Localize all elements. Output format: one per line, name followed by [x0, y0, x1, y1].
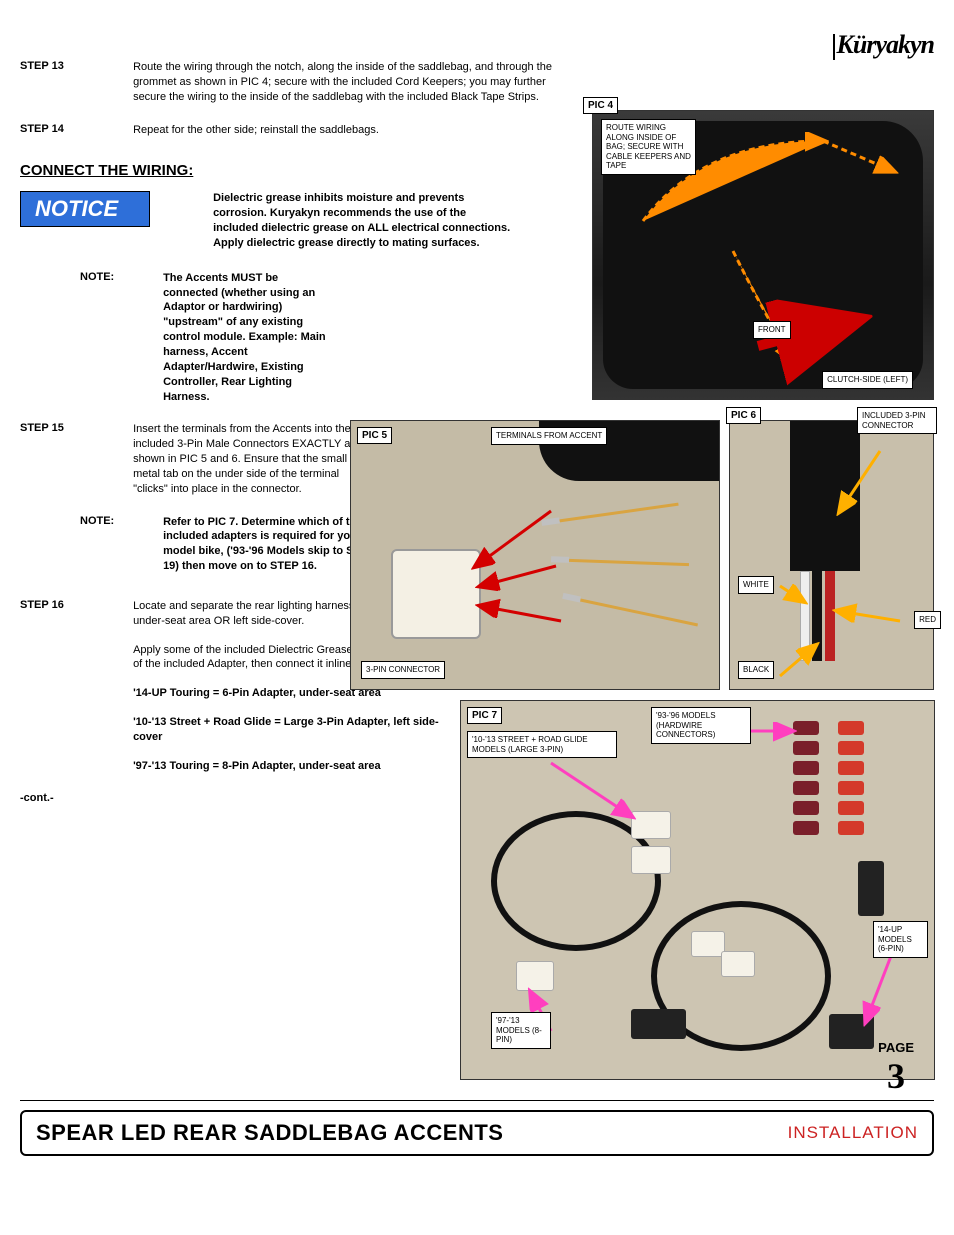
pic7-callout-large3: '10-'13 STREET + ROAD GLIDE MODELS (LARG… [467, 731, 617, 758]
footer-bar: SPEAR LED REAR SADDLEBAG ACCENTS INSTALL… [20, 1110, 934, 1156]
step-13: STEP 13 Route the wiring through the not… [20, 60, 934, 105]
step-text: Route the wiring through the notch, alon… [133, 60, 553, 105]
footer-title: SPEAR LED REAR SADDLEBAG ACCENTS [36, 1120, 503, 1146]
pic-5-label: PIC 5 [357, 427, 392, 444]
step-label: STEP 13 [20, 60, 130, 72]
step-label: STEP 15 [20, 422, 130, 434]
step-text: Repeat for the other side; reinstall the… [133, 123, 553, 138]
notice-badge: NOTICE [20, 191, 150, 227]
step-label: STEP 16 [20, 599, 130, 611]
brand-logo: Küryakyn [833, 30, 934, 60]
pic7-callout-8pin: '97-'13 MODELS (8-PIN) [491, 1012, 551, 1049]
note-text: The Accents MUST be connected (whether u… [163, 271, 328, 405]
step-label: STEP 14 [20, 123, 130, 135]
pic6-label-red: RED [914, 611, 941, 629]
footer-rule [20, 1100, 934, 1101]
step-text: Insert the terminals from the Accents in… [133, 422, 373, 496]
pic6-label-white: WHITE [738, 576, 774, 594]
pic6-label-black: BLACK [738, 661, 774, 679]
page-body: STEP 13 Route the wiring through the not… [20, 60, 934, 804]
footer-side: INSTALLATION [788, 1123, 918, 1143]
notice-text: Dielectric grease inhibits moisture and … [213, 191, 513, 250]
pic-7-label: PIC 7 [467, 707, 502, 724]
pic5-callout-connector: 3-PIN CONNECTOR [361, 661, 445, 679]
pic5-arrows [351, 421, 721, 691]
pic4-callout-side: CLUTCH-SIDE (LEFT) [822, 371, 913, 389]
pic7-callout-hardwire: '93-'96 MODELS (HARDWIRE CONNECTORS) [651, 707, 751, 744]
note-label: NOTE: [80, 515, 160, 527]
step-16-b2: '10-'13 Street + Road Glide = Large 3-Pi… [133, 715, 453, 745]
note-label: NOTE: [80, 271, 160, 283]
pic5-callout-terminals: TERMINALS FROM ACCENT [491, 427, 607, 445]
pic-5-panel: PIC 5 TERMINALS FROM ACCENT 3-PIN CONNEC… [350, 420, 720, 690]
pic-6-label: PIC 6 [726, 407, 761, 424]
pic4-callout-route: ROUTE WIRING ALONG INSIDE OF BAG; SECURE… [601, 119, 696, 175]
step-16-b3: '97-'13 Touring = 8-Pin Adapter, under-s… [133, 759, 453, 774]
pic6-arrows [730, 421, 935, 691]
pic-4-label: PIC 4 [583, 97, 618, 114]
pic7-callout-6pin: '14-UP MODELS (6-PIN) [873, 921, 928, 958]
pic6-callout-included: INCLUDED 3-PIN CONNECTOR [857, 407, 937, 434]
pic-7-panel: PIC 7 '93-'96 MODELS (HARDWIRE CONNECTOR… [460, 700, 935, 1080]
pic-4-panel: PIC 4 ROUTE WIRING ALONG INSIDE OF BAG; … [592, 110, 934, 400]
pic-6-panel: PIC 6 INCLUDED 3-PIN CONNECTOR WHITE RED… [729, 420, 934, 690]
pic4-callout-front: FRONT [753, 321, 791, 339]
